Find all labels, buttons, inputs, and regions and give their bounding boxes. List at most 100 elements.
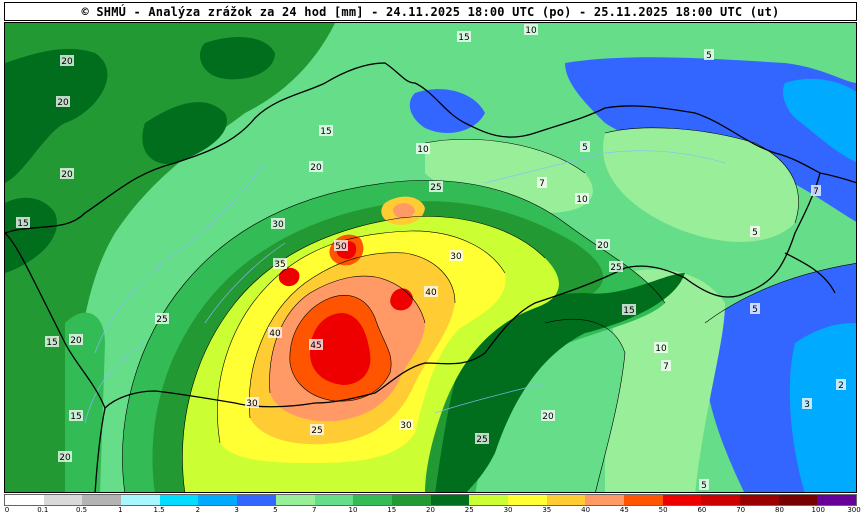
contour-label: 30: [245, 397, 259, 409]
country-borders: [5, 62, 856, 492]
legend-swatch: [430, 495, 470, 505]
svg-text:10: 10: [525, 26, 537, 36]
field-peak-west-60: [278, 267, 300, 287]
legend-swatch: [624, 495, 663, 505]
contour-label: 7: [661, 360, 671, 372]
field-peak-ne-45: [392, 203, 415, 219]
legend-tick-label: 70: [736, 506, 746, 514]
legend-swatch: [275, 495, 315, 505]
field-ne-7: [603, 127, 799, 242]
contour-label: 10: [524, 24, 538, 36]
contour-label: 35: [273, 258, 287, 270]
contour-label: 10: [416, 143, 430, 155]
contour-lines: [122, 127, 856, 492]
contour-label: 45: [309, 339, 323, 351]
contour-label: 20: [56, 96, 70, 108]
contour-label: 2: [836, 379, 846, 391]
svg-text:15: 15: [458, 33, 469, 43]
svg-text:10: 10: [417, 145, 429, 155]
field-west-25c: [142, 102, 227, 164]
svg-text:15: 15: [320, 127, 331, 137]
svg-text:20: 20: [70, 336, 82, 346]
svg-text:5: 5: [582, 143, 588, 153]
contour-label: 25: [310, 424, 324, 436]
legend-tick-label: 35: [542, 506, 552, 514]
svg-text:10: 10: [576, 195, 588, 205]
svg-text:15: 15: [46, 338, 57, 348]
svg-text:2: 2: [838, 381, 844, 391]
contour-label: 15: [69, 410, 83, 422]
contour-label: 20: [58, 451, 72, 463]
field-west-20: [5, 23, 335, 492]
legend-swatch: [817, 495, 857, 505]
svg-text:30: 30: [450, 252, 462, 262]
legend-swatch: [159, 495, 199, 505]
legend-tick-label: 15: [387, 506, 397, 514]
svg-text:3: 3: [804, 400, 810, 410]
legend-swatch: [121, 495, 160, 505]
contour-label: 5: [580, 141, 590, 153]
contour-label: 5: [750, 226, 760, 238]
svg-text:30: 30: [272, 220, 284, 230]
map-title: © SHMÚ - Analýza zrážok za 24 hod [mm] -…: [4, 2, 857, 21]
contour-label: 40: [268, 327, 282, 339]
contour-label: 5: [704, 49, 714, 61]
contour-label: 25: [429, 181, 443, 193]
svg-text:30: 30: [400, 421, 412, 431]
color-legend: 0 0.1 0.5 1 1.5 2 3 5 7 10 15 20 25 30 35 40 45 50 60 70 80 1…: [4, 494, 861, 515]
contour-label: 7: [537, 177, 547, 189]
contour-label: 7: [811, 185, 821, 197]
contour-label: 15: [622, 304, 636, 316]
contour-label: 10: [575, 193, 589, 205]
legend-tick-label: 0: [4, 506, 10, 514]
legend-tick-labels: 0 0.1 0.5 1 1.5 2 3 5 7 10 15 20 25 30 35 40 45 50 60 70 80 1…: [4, 506, 861, 515]
legend-swatch: [5, 495, 44, 505]
svg-text:25: 25: [311, 426, 322, 436]
field-west-15: [65, 312, 105, 492]
legend-swatch: [662, 495, 702, 505]
legend-tick-label: 40: [581, 506, 591, 514]
legend-color-bar: [4, 494, 857, 506]
svg-text:20: 20: [597, 241, 609, 251]
svg-text:10: 10: [655, 344, 667, 354]
field-center-60: [310, 313, 371, 385]
svg-text:20: 20: [542, 412, 554, 422]
contour-label: 30: [271, 218, 285, 230]
contour-label: 20: [69, 334, 83, 346]
field-west-25a: [5, 48, 108, 183]
legend-tick-label: 100: [811, 506, 825, 514]
svg-text:30: 30: [246, 399, 258, 409]
svg-text:7: 7: [813, 187, 819, 197]
svg-text:20: 20: [310, 163, 322, 173]
svg-text:15: 15: [70, 412, 81, 422]
svg-text:25: 25: [156, 315, 167, 325]
legend-tick-label: 20: [426, 506, 435, 514]
legend-swatch: [546, 495, 586, 505]
field-east-7: [605, 269, 725, 492]
contour-label: 25: [609, 261, 623, 273]
svg-text:5: 5: [701, 481, 707, 491]
svg-text:35: 35: [274, 260, 285, 270]
contour-label: 5: [699, 479, 709, 491]
legend-swatch: [391, 495, 431, 505]
legend-swatch: [740, 495, 779, 505]
contour-label: 15: [319, 125, 333, 137]
legend-swatch: [469, 495, 508, 505]
contour-label: 40: [424, 286, 438, 298]
svg-text:50: 50: [335, 242, 347, 252]
svg-text:15: 15: [623, 306, 634, 316]
legend-tick-label: 45: [619, 506, 629, 514]
legend-tick-label: 1: [118, 506, 123, 514]
rivers: [84, 150, 726, 424]
legend-tick-label: 5: [273, 506, 278, 514]
contour-label: 25: [155, 313, 169, 325]
legend-tick-label: 50: [658, 506, 668, 514]
legend-tick-label: 300: [847, 506, 861, 514]
svg-text:20: 20: [61, 57, 73, 67]
legend-swatch: [585, 495, 624, 505]
contour-label: 20: [541, 410, 555, 422]
contour-labels: 15 10 20 20 20 15 5 5 5 7 7 10 10 15 20 …: [16, 24, 846, 491]
contour-label: 20: [60, 168, 74, 180]
legend-swatch: [701, 495, 741, 505]
legend-swatch: [507, 495, 547, 505]
